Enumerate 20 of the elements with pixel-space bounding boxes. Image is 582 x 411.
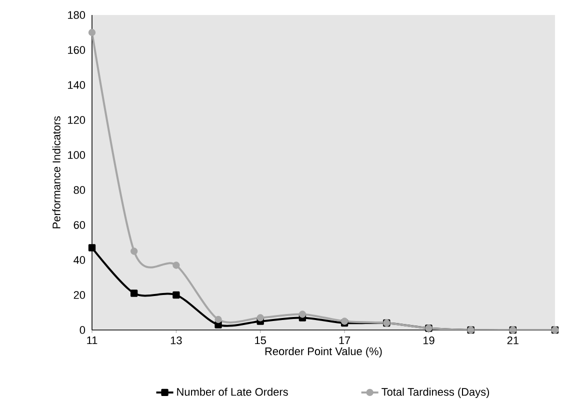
x-tick-label: 15 xyxy=(255,336,266,344)
x-tick-label: 21 xyxy=(507,336,518,344)
y-tick-label: 100 xyxy=(68,151,86,159)
x-tick-label: 11 xyxy=(87,336,98,344)
y-tick-label: 40 xyxy=(74,256,86,264)
y-tick-label: 180 xyxy=(68,11,86,19)
y-tick-label: 140 xyxy=(68,81,86,89)
y-tick-label: 160 xyxy=(68,46,86,54)
y-tick-label: 80 xyxy=(74,186,86,194)
y-tick-label: 0 xyxy=(80,326,86,334)
y-tick-label: 60 xyxy=(74,221,86,229)
legend-label: Number of Late Orders xyxy=(177,388,288,396)
x-tick-label: 19 xyxy=(423,336,434,344)
legend-label: Total Tardiness (Days) xyxy=(382,388,490,398)
y-tick-label: 120 xyxy=(68,116,86,124)
y-tick-label: 20 xyxy=(74,291,86,299)
y-axis-title: Performance Indicators xyxy=(52,116,60,228)
x-tick-label: 17 xyxy=(339,336,350,344)
x-axis-title: Reorder Point Value (%) xyxy=(265,347,382,358)
x-tick-label: 13 xyxy=(170,336,182,344)
